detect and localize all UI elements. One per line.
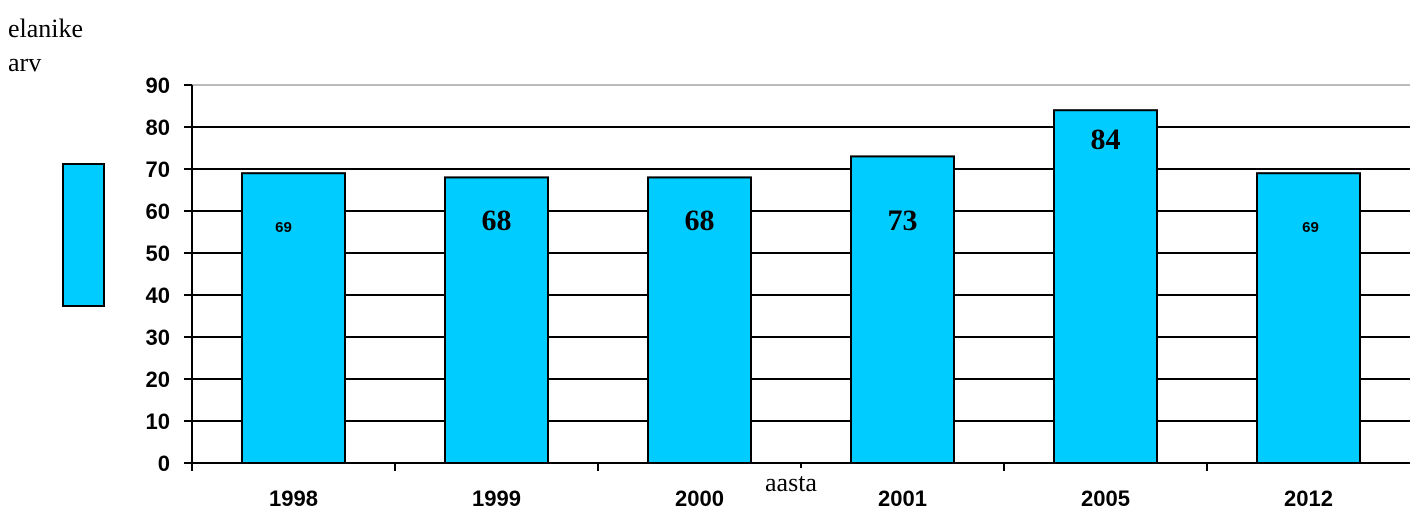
bar — [1053, 109, 1158, 464]
data-label: 73 — [888, 204, 918, 237]
data-label: 68 — [685, 204, 715, 237]
y-tick-label: 70 — [146, 157, 170, 182]
x-tick-label: 2005 — [1081, 486, 1130, 511]
y-tick-label: 80 — [146, 115, 170, 140]
y-tick-label: 60 — [146, 199, 170, 224]
y-tick-label: 50 — [146, 241, 170, 266]
axes — [184, 84, 1410, 471]
bar — [1256, 172, 1361, 464]
y-axis-label-line-2: arv — [8, 48, 42, 77]
x-tick-label: 2012 — [1284, 486, 1333, 511]
y-tick-label: 40 — [146, 283, 170, 308]
data-label: 84 — [1091, 123, 1121, 156]
x-axis-label: aasta — [762, 468, 820, 498]
bar — [444, 176, 549, 464]
x-tick-label: 2000 — [675, 486, 724, 511]
x-tick-label: 2001 — [878, 486, 927, 511]
data-label: 69 — [1302, 219, 1319, 236]
bar — [850, 155, 955, 464]
y-tick-label: 20 — [146, 367, 170, 392]
data-label: 69 — [275, 219, 292, 236]
data-label: 68 — [482, 204, 512, 237]
labels: 0 10 20 30 40 50 60 70 80 90 69 1998 68 1999 68 2000 73 2… — [146, 73, 1333, 511]
x-tick-label: 1999 — [472, 486, 521, 511]
y-tick-label: 90 — [146, 73, 170, 98]
y-tick-label: 0 — [158, 451, 170, 476]
y-tick-label: 30 — [146, 325, 170, 350]
legend-swatch — [62, 163, 105, 307]
y-tick-label: 10 — [146, 409, 170, 434]
bars — [241, 109, 1361, 464]
gridlines — [192, 84, 1410, 422]
x-tick-label: 1998 — [269, 486, 318, 511]
y-axis-label-line-1: elanike — [8, 14, 84, 43]
bar — [241, 172, 346, 464]
